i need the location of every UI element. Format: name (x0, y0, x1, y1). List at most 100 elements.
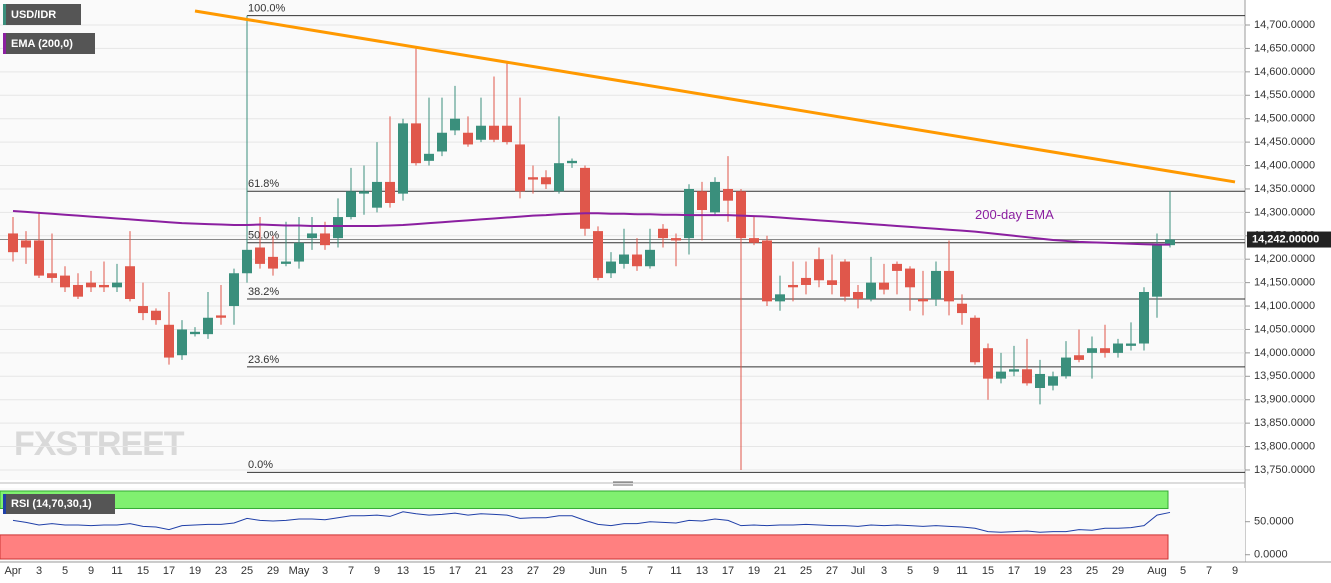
x-tick-label: 5 (62, 565, 68, 577)
candle-body (34, 240, 44, 276)
candle-body (346, 191, 356, 218)
y-tick-label: 14,150.0000 (1254, 277, 1315, 289)
fib-label: 61.8% (248, 178, 279, 190)
candle-body (593, 231, 603, 278)
y-tick-label: 14,350.0000 (1254, 183, 1315, 195)
legend-stripe (3, 33, 6, 54)
price-axis (1245, 0, 1331, 583)
x-tick-label: 9 (933, 565, 939, 577)
legend-box (3, 4, 81, 25)
candle-body (177, 329, 187, 356)
fib-label: 100.0% (248, 3, 286, 15)
layer: 13,750.0000 13,800.0000 13,850.0000 13,900.… (0, 3, 1331, 577)
candle-body (1165, 239, 1175, 246)
x-tick-label: 19 (1034, 565, 1046, 577)
x-tick-label: 11 (956, 565, 967, 577)
candle-body (1126, 343, 1136, 346)
candle-body (372, 181, 382, 208)
candle-body (905, 268, 915, 288)
x-tick-label: Apr (4, 565, 21, 577)
candle-body (827, 280, 837, 285)
candle-body (450, 118, 460, 131)
legend-box (3, 33, 95, 54)
candle-body (996, 371, 1006, 379)
candle-body (879, 282, 889, 290)
candle-body (216, 315, 226, 318)
y-tick-label: 14,050.0000 (1254, 323, 1315, 335)
x-tick-label: 15 (982, 565, 994, 577)
candle-body (866, 282, 876, 300)
y-tick-label: 13,950.0000 (1254, 370, 1315, 382)
x-tick-label: 7 (647, 565, 653, 577)
candle-body (983, 348, 993, 379)
candle-body (1022, 369, 1032, 384)
candle-body (359, 191, 369, 194)
overbought-band (0, 490, 1169, 509)
candle-body (762, 240, 772, 302)
x-tick-label: 23 (215, 565, 227, 577)
candle-body (73, 284, 83, 297)
x-tick-label: 5 (1180, 565, 1186, 577)
candle-body (710, 181, 720, 213)
trendline (194, 9, 1236, 184)
oversold-band (0, 534, 1169, 560)
legend-rsi: RSI (14,70,30,1) (11, 498, 92, 510)
candle-body (957, 303, 967, 314)
candle-body (1035, 373, 1045, 389)
y-tick-label: 14,650.0000 (1254, 42, 1315, 54)
candle-body (658, 228, 668, 239)
candle-body (515, 144, 525, 192)
rsi-line (12, 511, 1171, 533)
x-tick-label: 21 (774, 565, 786, 577)
legend-ema: EMA (200,0) (11, 38, 73, 50)
candle-body (775, 294, 785, 302)
candle-body (138, 306, 148, 314)
candle-body (788, 284, 798, 288)
x-tick-label: 25 (800, 565, 812, 577)
x-tick-label: 13 (696, 565, 708, 577)
candle-body (489, 125, 499, 140)
x-tick-label: Jun (589, 565, 607, 577)
x-tick-label: 3 (322, 565, 328, 577)
ema-line (12, 209, 1170, 246)
candle-body (385, 181, 395, 203)
candle-body (502, 125, 512, 143)
y-tick-label: 14,300.0000 (1254, 206, 1315, 218)
candle-body (1061, 357, 1071, 377)
candle-body (801, 277, 811, 285)
x-tick-label: Jul (851, 565, 865, 577)
y-tick-label: 13,850.0000 (1254, 417, 1315, 429)
x-tick-label: 27 (826, 565, 838, 577)
ema-annotation: 200-day EMA (975, 207, 1054, 222)
candle-body (541, 177, 551, 185)
x-tick-label: 11 (670, 565, 681, 577)
x-tick-label: 29 (553, 565, 565, 577)
candle-body (164, 324, 174, 358)
x-tick-label: 23 (1060, 565, 1072, 577)
x-tick-label: 27 (527, 565, 539, 577)
candle-body (307, 233, 317, 239)
y-tick-label: 14,500.0000 (1254, 113, 1315, 125)
fib-label: 0.0% (248, 459, 273, 471)
x-tick-label: 7 (348, 565, 354, 577)
candle-body (398, 123, 408, 194)
y-tick-label: 14,200.0000 (1254, 253, 1315, 265)
fib-label: 23.6% (248, 354, 279, 366)
y-tick-label: 14,000.0000 (1254, 347, 1315, 359)
fib-label: 38.2% (248, 286, 279, 298)
candle-body (1074, 355, 1084, 360)
x-tick-label: 29 (267, 565, 279, 577)
candle-body (567, 160, 577, 164)
x-tick-label: 9 (374, 565, 380, 577)
x-tick-label: 29 (1112, 565, 1124, 577)
candle-body (125, 266, 135, 300)
candle-body (554, 163, 564, 192)
candle-body (606, 261, 616, 274)
candle-body (151, 310, 161, 321)
candle-body (853, 291, 863, 300)
candle-body (892, 263, 902, 271)
x-tick-label: 3 (36, 565, 42, 577)
candle-body (60, 275, 70, 288)
candle-body (268, 256, 278, 269)
